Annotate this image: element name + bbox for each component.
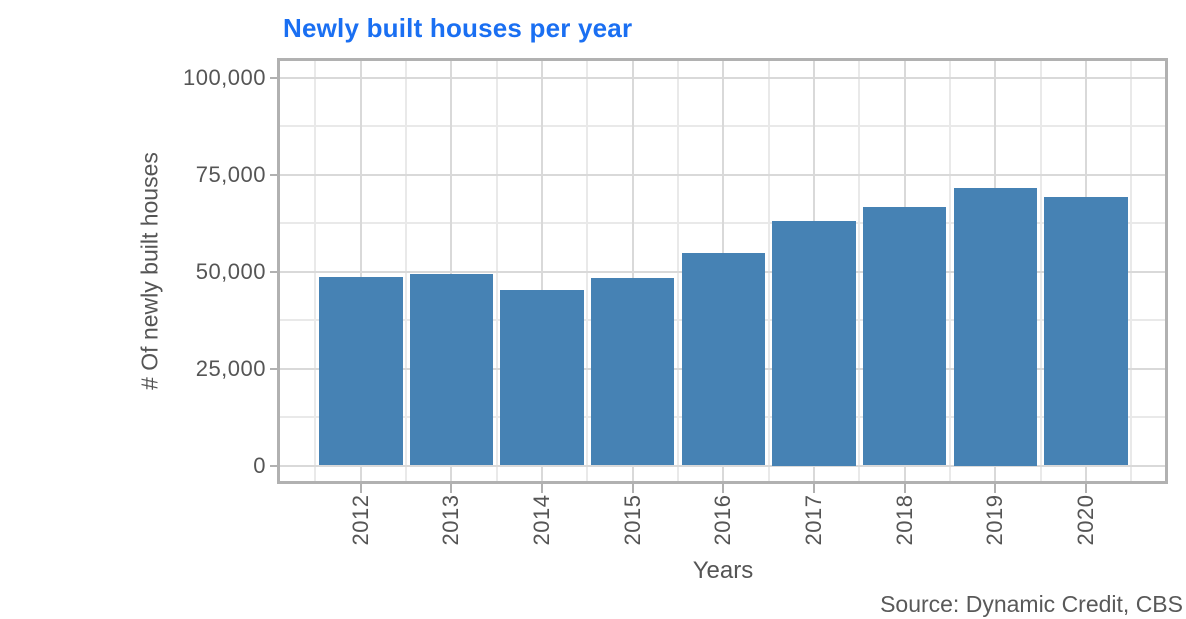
x-tick-mark [1084,483,1087,493]
y-tick-mark [270,367,280,370]
x-tick-label: 2013 [438,494,464,546]
x-tick-mark [631,483,634,493]
bar-2015 [590,277,675,466]
y-tick-label: 25,000 [195,355,266,381]
bar-2017 [772,221,856,466]
plot-panel [277,58,1168,484]
y-tick-mark [270,270,280,273]
x-tick-label: 2018 [891,494,917,546]
x-tick-label: 2020 [1072,494,1098,546]
y-tick-label: 75,000 [195,161,266,187]
x-tick-mark [903,483,906,493]
gridline-major-v [450,61,453,481]
y-axis-title: # Of newly built houses [136,152,163,390]
bar-2016 [681,252,766,466]
x-tick-mark [450,483,453,493]
x-tick-mark [813,483,815,493]
x-tick-label: 2017 [801,494,826,546]
chart-title: Newly built houses per year [283,13,633,43]
x-tick-mark [722,483,725,493]
x-tick-label: 2012 [347,494,373,546]
x-tick-label: 2016 [710,494,736,546]
y-tick-label: 100,000 [182,65,266,90]
y-tick-label: 50,000 [195,258,266,284]
bar-2013 [409,274,494,466]
source-note: Source: Dynamic Credit, CBS [880,591,1183,617]
plot-area [280,61,1165,481]
y-tick-label: 0 [253,452,266,478]
x-tick-label: 2019 [982,494,1008,546]
x-tick-label: 2015 [619,494,645,546]
y-tick-mark [270,173,280,176]
x-axis-title: Years [692,557,754,584]
x-tick-mark [994,483,997,493]
gridline-major-v [541,61,544,481]
x-tick-mark [541,483,544,493]
bar-2019 [953,188,1038,466]
bar-2012 [319,276,403,466]
y-tick-mark [270,464,280,467]
bar-2014 [500,290,584,466]
bar-2020 [1044,196,1128,466]
gridline-major-v [631,61,634,481]
gridline-major-v [359,61,362,481]
x-tick-mark [359,483,362,493]
y-tick-mark [270,77,280,79]
x-tick-label: 2014 [529,494,555,546]
bar-2018 [862,207,947,466]
